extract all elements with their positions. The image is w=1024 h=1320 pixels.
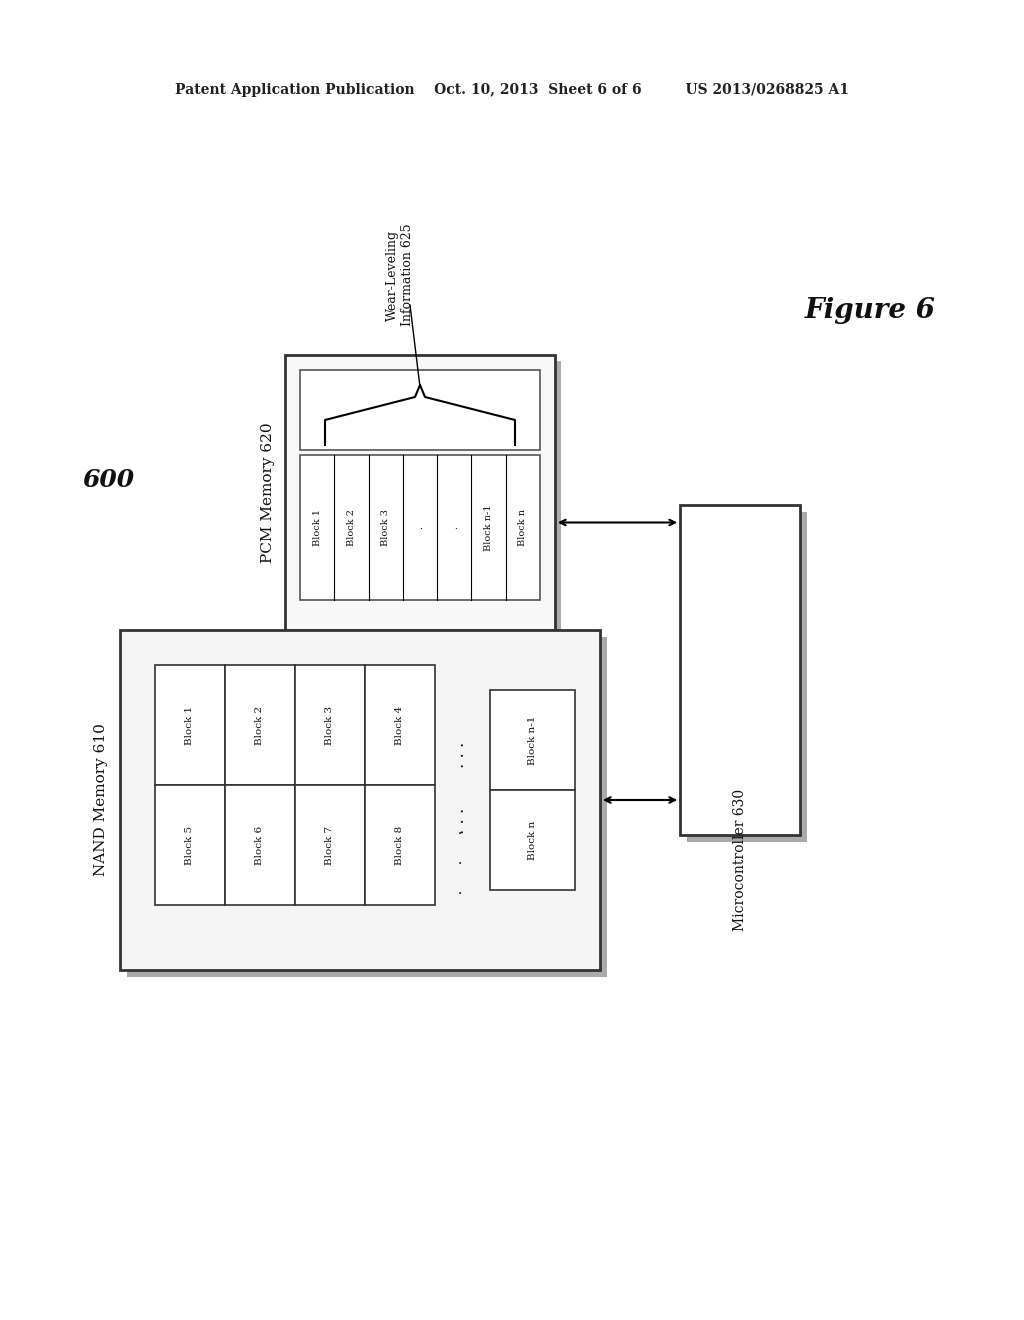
Text: Block 7: Block 7	[326, 825, 335, 865]
Text: Block n: Block n	[518, 510, 527, 546]
Text: 600: 600	[82, 469, 134, 492]
Text: Block 6: Block 6	[256, 825, 264, 865]
Text: .: .	[458, 822, 462, 837]
Text: Block 2: Block 2	[347, 510, 356, 546]
Bar	[295, 665, 365, 785]
FancyBboxPatch shape	[291, 360, 561, 636]
Text: Wear-Leveling
Information 625: Wear-Leveling Information 625	[386, 223, 414, 326]
Bar	[155, 785, 225, 906]
Bar	[300, 455, 540, 601]
FancyBboxPatch shape	[285, 355, 555, 630]
Text: Patent Application Publication    Oct. 10, 2013  Sheet 6 of 6         US 2013/02: Patent Application Publication Oct. 10, …	[175, 83, 849, 96]
Text: Block 1: Block 1	[185, 705, 195, 744]
Text: .: .	[416, 525, 425, 529]
Text: Block 5: Block 5	[185, 825, 195, 865]
Bar	[365, 785, 435, 906]
Bar	[490, 789, 575, 890]
Bar	[155, 665, 225, 785]
Text: NAND Memory 610: NAND Memory 610	[94, 723, 108, 876]
Text: Block 3: Block 3	[326, 705, 335, 744]
Text: Microcontroller 630: Microcontroller 630	[733, 789, 746, 931]
Bar	[225, 785, 295, 906]
Bar	[225, 665, 295, 785]
Bar	[680, 506, 800, 836]
Text: Figure 6: Figure 6	[805, 297, 936, 323]
Bar	[687, 512, 807, 842]
Text: .: .	[458, 853, 462, 867]
Text: PCM Memory 620: PCM Memory 620	[261, 422, 275, 562]
Bar	[295, 785, 365, 906]
Text: .: .	[450, 525, 459, 529]
Bar	[120, 630, 600, 970]
Bar	[365, 665, 435, 785]
Text: Block n-1: Block n-1	[484, 504, 494, 550]
Text: . . .: . . .	[452, 808, 469, 834]
Text: .: .	[458, 883, 462, 898]
Bar	[300, 370, 540, 450]
Text: Block 2: Block 2	[256, 705, 264, 744]
Text: Block n: Block n	[528, 820, 537, 859]
Text: Block 4: Block 4	[395, 705, 404, 744]
Text: Block n-1: Block n-1	[528, 715, 537, 764]
Text: Block 8: Block 8	[395, 825, 404, 865]
Text: . . .: . . .	[452, 742, 469, 768]
Text: Block 1: Block 1	[312, 510, 322, 546]
Text: Block 3: Block 3	[381, 510, 390, 546]
Bar	[490, 690, 575, 789]
Bar	[127, 638, 607, 977]
